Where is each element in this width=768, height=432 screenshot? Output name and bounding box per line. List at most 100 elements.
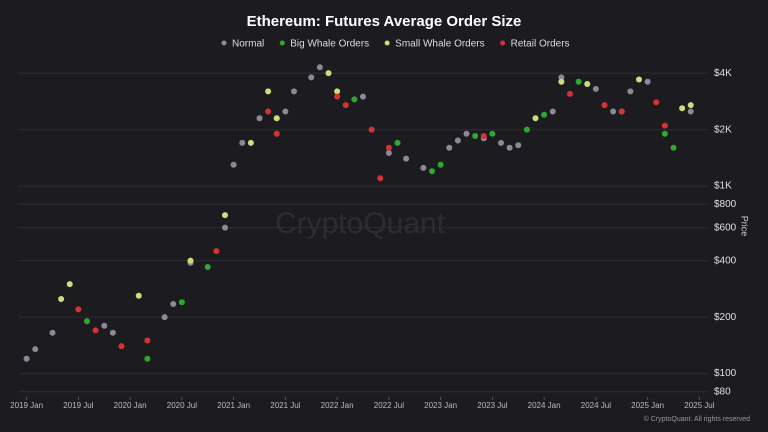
data-point [394, 139, 401, 146]
data-point [265, 108, 272, 115]
legend-label: Small Whale Orders [395, 39, 484, 50]
y-tick-label: $600 [714, 222, 737, 233]
data-point [351, 96, 358, 103]
data-point [592, 85, 599, 92]
data-point [334, 88, 341, 95]
data-point [575, 78, 582, 85]
y-axis-label: Price [740, 216, 750, 237]
data-point [515, 142, 522, 149]
data-point [636, 76, 642, 83]
legend-label: Retail Orders [511, 39, 570, 50]
data-point [385, 144, 392, 151]
data-point [601, 102, 608, 109]
data-point [265, 88, 272, 95]
data-point [429, 168, 435, 175]
data-point [549, 108, 556, 115]
data-point [187, 257, 194, 264]
watermark: CryptoQuant [275, 207, 446, 240]
data-point [230, 161, 237, 168]
data-point [204, 264, 211, 271]
data-point [75, 306, 82, 313]
y-tick-label: $2K [714, 124, 732, 135]
x-tick-label: 2020 Jul [167, 401, 197, 410]
data-point [403, 155, 410, 162]
data-point [23, 355, 30, 362]
data-point [618, 108, 625, 115]
y-tick-label: $200 [714, 312, 737, 323]
y-tick-label: $800 [714, 199, 737, 210]
y-tick-label: $4K [714, 68, 732, 79]
data-point [463, 130, 470, 137]
x-tick-label: 2022 Jul [374, 401, 404, 410]
data-point [118, 343, 125, 350]
data-point [144, 337, 151, 344]
data-point [679, 105, 686, 112]
data-point [385, 150, 392, 157]
y-tick-label: $400 [714, 255, 737, 266]
x-tick-label: 2021 Jan [217, 401, 250, 410]
x-tick-label: 2019 Jan [10, 401, 43, 410]
data-point [670, 144, 677, 151]
data-point [92, 327, 99, 334]
data-point [273, 130, 280, 137]
data-point [653, 99, 660, 106]
data-point [480, 132, 487, 139]
data-point [437, 161, 444, 168]
y-tick-label: $100 [714, 368, 737, 379]
y-tick-label: $1K [714, 181, 732, 192]
data-point [334, 93, 341, 100]
data-point [101, 322, 108, 329]
data-point [144, 355, 151, 362]
data-point [420, 164, 427, 171]
data-point [523, 126, 530, 133]
data-point [687, 108, 694, 115]
data-point [109, 329, 116, 336]
data-point [368, 126, 375, 133]
x-tick-label: 2020 Jan [114, 401, 147, 410]
legend-label: Normal [232, 39, 264, 50]
legend-marker [384, 40, 390, 46]
x-tick-label: 2025 Jul [684, 401, 714, 410]
legend-marker [500, 40, 506, 46]
data-point [222, 224, 228, 231]
chart-title: Ethereum: Futures Average Order Size [247, 13, 522, 30]
data-point [308, 74, 315, 81]
x-tick-label: 2024 Jan [528, 401, 561, 410]
data-point [558, 78, 565, 85]
x-tick-label: 2024 Jul [581, 401, 611, 410]
data-point [532, 115, 539, 122]
data-point [584, 81, 591, 88]
data-point [256, 115, 263, 122]
data-point [454, 137, 461, 144]
data-point [49, 329, 56, 336]
legend-label: Big Whale Orders [290, 39, 369, 50]
data-point [58, 295, 65, 302]
data-point [282, 108, 289, 115]
data-point [541, 111, 548, 118]
data-point [316, 64, 323, 71]
data-point [32, 346, 39, 353]
data-point [360, 93, 366, 100]
x-tick-label: 2025 Jan [631, 401, 664, 410]
data-point [377, 175, 384, 182]
data-point [446, 144, 453, 151]
x-tick-label: 2023 Jul [477, 401, 507, 410]
x-tick-label: 2019 Jul [63, 401, 93, 410]
data-point [84, 318, 90, 325]
data-point [291, 88, 297, 95]
data-point [213, 248, 220, 255]
data-point [506, 144, 513, 151]
data-point [239, 139, 246, 146]
data-point [627, 88, 634, 95]
data-point [178, 299, 185, 306]
data-point [558, 74, 565, 81]
x-tick-label: 2023 Jan [424, 401, 457, 410]
data-point [161, 314, 168, 321]
data-point [222, 212, 228, 219]
data-point [273, 115, 280, 122]
data-point [644, 78, 651, 85]
legend-marker [221, 40, 227, 46]
data-point [66, 281, 73, 288]
